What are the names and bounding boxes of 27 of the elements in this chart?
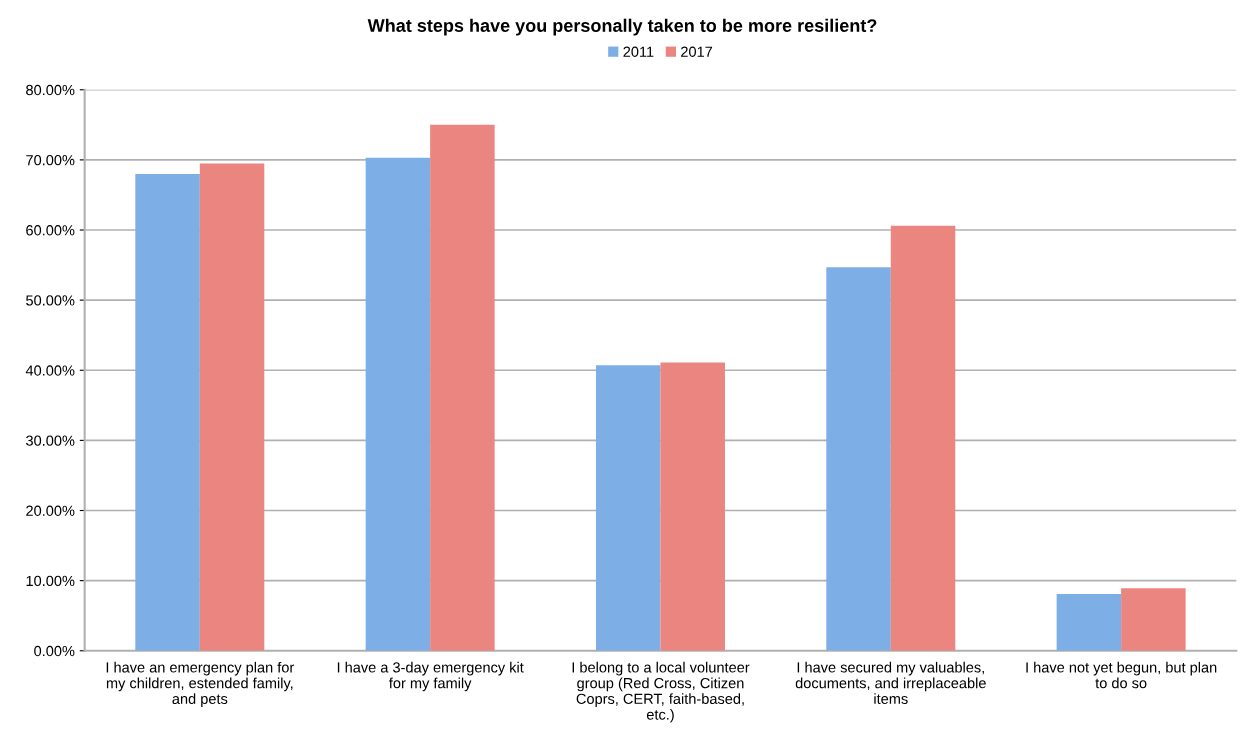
- bar: [660, 362, 725, 651]
- bar: [1121, 588, 1186, 651]
- x-tick-label: I have secured my valuables, documents, and irreplaceable items: [795, 661, 986, 704]
- y-tick-label: 70.00%: [26, 154, 75, 166]
- y-tick-label: 40.00%: [25, 365, 75, 376]
- bar: [430, 124, 495, 651]
- y-tick-label: 0.00%: [34, 645, 75, 657]
- bar: [595, 365, 661, 651]
- y-tick-label: 10.00%: [26, 575, 75, 587]
- x-tick-label: I belong to a local volunteer group (Red Cross, Citizen Coprs, CERT, faith-based, etc.): [572, 661, 750, 723]
- x-tick-label: I have an emergency plan for my children, estended family, and pets: [106, 661, 295, 707]
- bar: [199, 163, 265, 651]
- bar: [1056, 593, 1122, 651]
- bar: [135, 173, 200, 651]
- y-tick-label: 30.00%: [26, 435, 75, 446]
- bar: [890, 225, 956, 651]
- x-tick-label: I have a 3-day emergency kit for my family: [337, 661, 524, 692]
- legend-label: 2011: [623, 46, 654, 57]
- chart-title: What steps have you personally taken to be more resilient?: [367, 18, 877, 36]
- bar: [365, 157, 431, 651]
- legend-label: 2017: [681, 46, 713, 57]
- x-tick-label: I have not yet begun, but plan to do so: [1026, 661, 1217, 689]
- y-tick-label: 60.00%: [26, 225, 75, 236]
- y-tick-label: 50.00%: [26, 295, 75, 306]
- bar: [826, 267, 891, 651]
- y-tick-label: 20.00%: [26, 505, 75, 516]
- y-tick-label: 80.00%: [26, 84, 75, 96]
